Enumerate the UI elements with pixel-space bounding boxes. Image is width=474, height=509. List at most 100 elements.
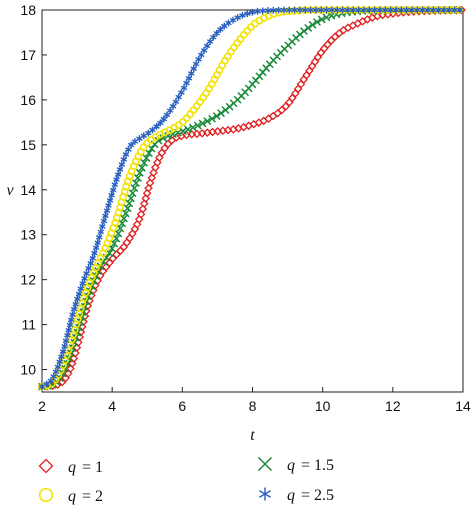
data-point [77, 285, 85, 293]
data-point [136, 135, 143, 143]
data-point [307, 6, 314, 14]
data-point [217, 26, 224, 33]
data-point [120, 156, 128, 163]
x-axis-label: t [250, 427, 255, 444]
data-point [52, 368, 60, 376]
data-point [197, 51, 205, 59]
legend-label-symbol: q [287, 457, 295, 474]
data-point [125, 146, 132, 153]
series-x [38, 6, 463, 391]
data-point [89, 277, 98, 285]
data-point [100, 217, 108, 225]
data-point [254, 7, 261, 15]
data-point [63, 359, 72, 368]
data-point [85, 287, 94, 296]
y-axis: 10 11 12 13 14 15 16 17 18 [20, 2, 47, 378]
data-point [109, 186, 117, 194]
data-point [139, 199, 149, 208]
data-point [65, 326, 72, 334]
data-point [166, 107, 174, 115]
data-point [285, 6, 293, 14]
data-point [153, 123, 160, 130]
x-tick-label: 12 [385, 398, 401, 414]
data-point [190, 65, 197, 73]
data-point [142, 154, 151, 162]
data-point [69, 311, 76, 318]
plot-border [41, 9, 464, 393]
data-point [142, 188, 152, 198]
data-point [58, 353, 65, 361]
legend-label-value: = 1.5 [301, 457, 334, 474]
y-tick-label: 18 [20, 2, 36, 18]
data-point [339, 6, 346, 14]
data-point [94, 239, 102, 247]
data-point [381, 6, 389, 14]
data-point [113, 176, 120, 183]
data-point [419, 6, 426, 14]
legend-item: q = 1.5 [257, 456, 334, 474]
data-point [62, 337, 70, 345]
legend-label-value: = 2 [82, 488, 103, 505]
y-axis-label: v [6, 182, 14, 199]
data-point [365, 6, 373, 14]
data-point [75, 290, 83, 298]
y-tick-label: 15 [20, 137, 36, 153]
data-point [322, 13, 331, 22]
data-point [116, 224, 125, 233]
data-point [280, 6, 288, 14]
data-point [61, 342, 68, 350]
data-point [275, 6, 282, 14]
data-point [65, 354, 74, 363]
data-point [184, 125, 192, 134]
legend-marker [38, 458, 54, 474]
y-tick-label: 11 [21, 317, 36, 333]
legend-marker [257, 456, 273, 472]
y-tick-label: 16 [20, 92, 36, 108]
data-point [66, 364, 75, 373]
x-axis: 2 4 6 8 10 12 14 [38, 387, 471, 414]
data-point [445, 6, 453, 14]
data-point [123, 204, 132, 213]
data-point [192, 60, 200, 68]
data-point [67, 359, 77, 368]
legend-item: q = 2 [38, 487, 103, 505]
data-point [317, 15, 326, 24]
data-point [163, 111, 171, 119]
data-point [376, 6, 384, 14]
data-point [59, 348, 67, 355]
data-point [108, 191, 115, 199]
data-point [116, 166, 124, 173]
data-point [213, 29, 221, 37]
data-point [371, 6, 378, 14]
data-point [72, 300, 79, 308]
y-tick-label: 14 [20, 182, 36, 198]
data-point [66, 321, 74, 329]
data-point [360, 6, 368, 14]
data-point [145, 178, 155, 188]
data-point [296, 6, 304, 14]
data-point [429, 6, 437, 14]
data-point [81, 275, 88, 282]
data-point [206, 38, 214, 45]
data-point [210, 33, 217, 41]
data-point [154, 136, 163, 145]
x-tick-label: 10 [315, 398, 331, 414]
data-point [203, 117, 212, 126]
data-point [95, 233, 103, 241]
data-point [308, 20, 317, 29]
data-point [67, 316, 75, 324]
data-point [85, 264, 92, 272]
data-point [74, 323, 83, 332]
data-point [344, 6, 352, 14]
data-point [269, 6, 277, 14]
data-point [110, 239, 119, 248]
legend-label-value: = 2.5 [301, 487, 334, 504]
data-point [244, 10, 251, 18]
data-point [169, 102, 177, 110]
series-circle [38, 6, 464, 391]
data-point [249, 8, 256, 16]
data-point [108, 244, 116, 253]
legend: q = 1 q = 1.5 q = 2 q = 2.5 [38, 456, 334, 505]
data-point [440, 6, 448, 14]
